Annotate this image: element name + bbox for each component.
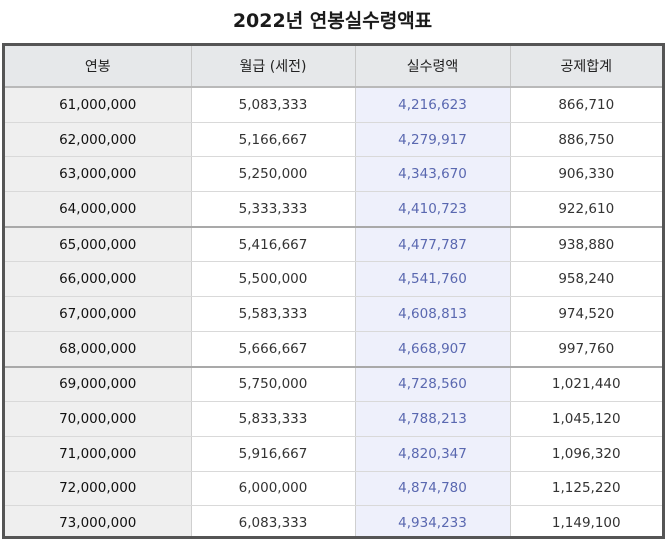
- net-pay-cell: 4,728,560: [355, 366, 511, 403]
- monthly-gross-cell: 5,750,000: [191, 366, 356, 403]
- monthly-gross-cell: 5,583,333: [191, 296, 356, 332]
- monthly-gross-cell: 5,833,333: [191, 401, 356, 437]
- table-row: 67,000,000 5,583,333 4,608,813 974,520: [5, 296, 662, 332]
- annual-salary-cell: 65,000,000: [5, 226, 192, 263]
- annual-salary-cell: 68,000,000: [5, 331, 192, 368]
- deductions-cell: 1,045,120: [510, 401, 662, 437]
- table-row: 73,000,000 6,083,333 4,934,233 1,149,100: [5, 505, 662, 536]
- annual-salary-cell: 63,000,000: [5, 156, 192, 193]
- monthly-gross-cell: 5,916,667: [191, 436, 356, 472]
- monthly-gross-cell: 5,166,667: [191, 122, 356, 158]
- annual-salary-cell: 69,000,000: [5, 366, 192, 403]
- deductions-cell: 997,760: [510, 331, 662, 368]
- net-pay-cell: 4,216,623: [355, 87, 511, 123]
- annual-salary-cell: 61,000,000: [5, 87, 192, 123]
- header-annual-salary: 연봉: [5, 46, 192, 88]
- monthly-gross-cell: 5,416,667: [191, 226, 356, 263]
- table-body: 61,000,000 5,083,333 4,216,623 866,710 62,00…: [5, 87, 662, 536]
- table-row: 72,000,000 6,000,000 4,874,780 1,125,220: [5, 471, 662, 507]
- monthly-gross-cell: 5,666,667: [191, 331, 356, 368]
- deductions-cell: 958,240: [510, 261, 662, 298]
- net-pay-cell: 4,788,213: [355, 401, 511, 437]
- annual-salary-cell: 62,000,000: [5, 122, 192, 158]
- table-row: 61,000,000 5,083,333 4,216,623 866,710: [5, 87, 662, 123]
- net-pay-cell: 4,874,780: [355, 471, 511, 507]
- deductions-cell: 922,610: [510, 191, 662, 228]
- deductions-cell: 1,021,440: [510, 366, 662, 403]
- table-row: 65,000,000 5,416,667 4,477,787 938,880: [5, 226, 662, 263]
- net-pay-cell: 4,541,760: [355, 261, 511, 298]
- deductions-cell: 1,096,320: [510, 436, 662, 472]
- deductions-cell: 886,750: [510, 122, 662, 158]
- table-row: 63,000,000 5,250,000 4,343,670 906,330: [5, 156, 662, 193]
- deductions-cell: 1,149,100: [510, 505, 662, 536]
- monthly-gross-cell: 6,083,333: [191, 505, 356, 536]
- net-pay-cell: 4,934,233: [355, 505, 511, 536]
- monthly-gross-cell: 5,333,333: [191, 191, 356, 228]
- header-row: 연봉 월급 (세전) 실수령액 공제합계: [5, 46, 662, 88]
- annual-salary-cell: 73,000,000: [5, 505, 192, 536]
- salary-table-frame: 연봉 월급 (세전) 실수령액 공제합계 61,000,000 5,083,333…: [2, 43, 665, 539]
- deductions-cell: 1,125,220: [510, 471, 662, 507]
- table-row: 69,000,000 5,750,000 4,728,560 1,021,440: [5, 366, 662, 403]
- page-title: 2022년 연봉실수령액표: [232, 10, 433, 32]
- net-pay-cell: 4,279,917: [355, 122, 511, 158]
- net-pay-cell: 4,410,723: [355, 191, 511, 228]
- table-row: 62,000,000 5,166,667 4,279,917 886,750: [5, 122, 662, 158]
- deductions-cell: 974,520: [510, 296, 662, 332]
- deductions-cell: 906,330: [510, 156, 662, 193]
- annual-salary-cell: 66,000,000: [5, 261, 192, 298]
- annual-salary-cell: 71,000,000: [5, 436, 192, 472]
- monthly-gross-cell: 5,250,000: [191, 156, 356, 193]
- table-header: 연봉 월급 (세전) 실수령액 공제합계: [5, 46, 662, 88]
- net-pay-cell: 4,343,670: [355, 156, 511, 193]
- table-row: 64,000,000 5,333,333 4,410,723 922,610: [5, 191, 662, 228]
- monthly-gross-cell: 6,000,000: [191, 471, 356, 507]
- annual-salary-cell: 72,000,000: [5, 471, 192, 507]
- annual-salary-cell: 64,000,000: [5, 191, 192, 228]
- monthly-gross-cell: 5,083,333: [191, 87, 356, 123]
- table-row: 66,000,000 5,500,000 4,541,760 958,240: [5, 261, 662, 298]
- table-row: 70,000,000 5,833,333 4,788,213 1,045,120: [5, 401, 662, 437]
- salary-table: 연봉 월급 (세전) 실수령액 공제합계 61,000,000 5,083,333…: [5, 46, 662, 536]
- annual-salary-cell: 70,000,000: [5, 401, 192, 437]
- net-pay-cell: 4,608,813: [355, 296, 511, 332]
- deductions-cell: 938,880: [510, 226, 662, 263]
- annual-salary-cell: 67,000,000: [5, 296, 192, 332]
- table-row: 71,000,000 5,916,667 4,820,347 1,096,320: [5, 436, 662, 472]
- monthly-gross-cell: 5,500,000: [191, 261, 356, 298]
- net-pay-cell: 4,477,787: [355, 226, 511, 263]
- header-total-deductions: 공제합계: [510, 46, 662, 88]
- deductions-cell: 866,710: [510, 87, 662, 123]
- net-pay-cell: 4,820,347: [355, 436, 511, 472]
- header-net-pay: 실수령액: [355, 46, 511, 88]
- net-pay-cell: 4,668,907: [355, 331, 511, 368]
- header-monthly-gross: 월급 (세전): [191, 46, 356, 88]
- table-row: 68,000,000 5,666,667 4,668,907 997,760: [5, 331, 662, 368]
